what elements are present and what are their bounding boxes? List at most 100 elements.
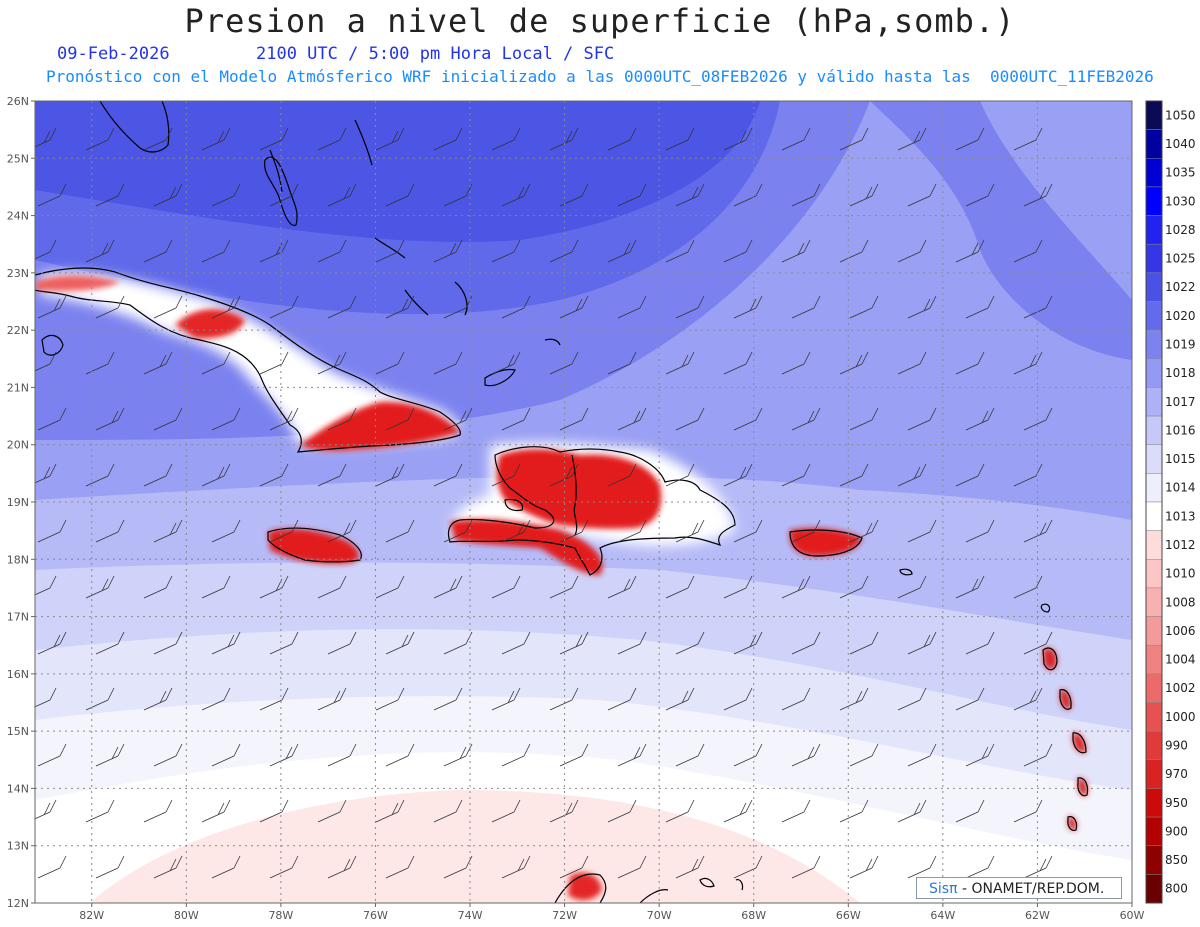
wind-barb <box>443 183 473 207</box>
wind-barb <box>723 127 753 151</box>
wind-barb <box>501 855 531 879</box>
wind-barb <box>433 463 463 487</box>
wind-barb <box>781 799 811 823</box>
martinique <box>1072 732 1087 754</box>
wind-barb <box>433 239 463 263</box>
wind-barb <box>95 743 125 767</box>
wind-barb <box>955 351 985 375</box>
wind-barb <box>143 463 173 487</box>
wind-barb <box>501 295 531 319</box>
wind-barb <box>259 463 289 487</box>
wind-barb <box>907 519 937 543</box>
wind-barb <box>327 855 357 879</box>
wind-barb <box>733 855 763 879</box>
lat-label: 26N <box>7 95 29 108</box>
wind-barb <box>897 687 927 711</box>
wind-barb <box>907 743 937 767</box>
colorbar-label: 1015 <box>1165 452 1196 466</box>
wind-barb <box>791 743 821 767</box>
colorbar-swatch <box>1145 215 1163 245</box>
wind-barb <box>897 463 927 487</box>
wind-barb <box>965 855 995 879</box>
wind-barb <box>143 127 173 151</box>
bahamas-andros <box>264 156 298 226</box>
wind-barb <box>791 183 821 207</box>
wind-barb <box>965 743 995 767</box>
wind-barb <box>375 687 405 711</box>
colorbar-label: 1014 <box>1165 481 1196 495</box>
haiti-border <box>571 454 578 536</box>
wind-barb <box>443 295 473 319</box>
wind-barb <box>317 687 347 711</box>
longitude-labels: 82W 80W 78W 76W 74W 72W 70W 68W 66W 64W 62W 60W <box>79 903 1145 922</box>
colorbar-swatch <box>1145 301 1163 331</box>
wind-barb <box>665 575 695 599</box>
wind-barb <box>211 855 241 879</box>
wind-barb <box>375 463 405 487</box>
wind-barb <box>723 799 753 823</box>
colorbar-swatch <box>1145 100 1163 130</box>
wind-barb <box>965 519 995 543</box>
colorbar-label: 1012 <box>1165 538 1196 552</box>
lon-label: 80W <box>174 909 199 922</box>
wind-barb <box>491 463 521 487</box>
wind-barb <box>839 799 869 823</box>
wind-barb <box>559 631 589 655</box>
wind-barb <box>143 239 173 263</box>
lat-label: 12N <box>7 897 29 910</box>
wind-barb <box>501 631 531 655</box>
wind-barb <box>443 743 473 767</box>
wind-barb <box>617 295 647 319</box>
wind-barb <box>491 687 521 711</box>
wind-barb <box>733 519 763 543</box>
lat-label: 21N <box>7 381 29 394</box>
wind-barb <box>143 351 173 375</box>
lat-label: 15N <box>7 725 29 738</box>
bahamas-3 <box>374 237 406 259</box>
wind-barb <box>433 799 463 823</box>
wind-barb <box>723 575 753 599</box>
colorbar-frame <box>1145 100 1163 904</box>
lon-label: 66W <box>836 909 861 922</box>
wind-barb <box>733 183 763 207</box>
wind-barb <box>907 407 937 431</box>
colorbar-label: 900 <box>1165 824 1188 838</box>
wind-barb <box>665 687 695 711</box>
wind-barb <box>35 687 57 708</box>
wind-barb <box>675 743 705 767</box>
latitude-labels: 26N 25N 24N 23N 22N 21N 20N 19N 18N 17N 16N 15N 14N 1… <box>7 95 35 910</box>
colorbar-label: 1010 <box>1165 567 1196 581</box>
lon-label: 60W <box>1120 909 1145 922</box>
wind-barb <box>1023 631 1053 655</box>
wind-barb <box>95 407 125 431</box>
wind-barb <box>211 631 241 655</box>
wind-barb <box>965 295 995 319</box>
wind-barb <box>791 295 821 319</box>
wind-barb <box>37 743 67 767</box>
wind-barb <box>559 855 589 879</box>
wind-barb <box>37 631 67 655</box>
wind-barb <box>607 799 637 823</box>
wind-barb <box>849 743 879 767</box>
wind-barb <box>1023 407 1053 431</box>
wind-barb <box>153 407 183 431</box>
colorbar-swatch <box>1145 730 1163 761</box>
wind-barb <box>723 687 753 711</box>
wind-barb <box>37 407 67 431</box>
lon-label: 76W <box>363 909 388 922</box>
south-coast-2 <box>639 889 669 903</box>
wind-barb <box>37 183 67 207</box>
wind-barb <box>549 799 579 823</box>
wind-barb <box>35 239 57 260</box>
wind-barb <box>849 519 879 543</box>
wind-barb <box>37 295 67 319</box>
puerto-rico-coastline <box>789 529 863 557</box>
wind-barb <box>849 295 879 319</box>
wind-barb <box>1013 351 1043 375</box>
colorbar-label: 1006 <box>1165 624 1196 638</box>
curacao <box>735 879 744 891</box>
map-title: Presion a nivel de superficie (hPa,somb.… <box>184 2 1016 40</box>
colorbar-swatch <box>1145 759 1163 789</box>
colorbar-label: 950 <box>1165 796 1188 810</box>
colorbar-label: 1016 <box>1165 423 1196 437</box>
